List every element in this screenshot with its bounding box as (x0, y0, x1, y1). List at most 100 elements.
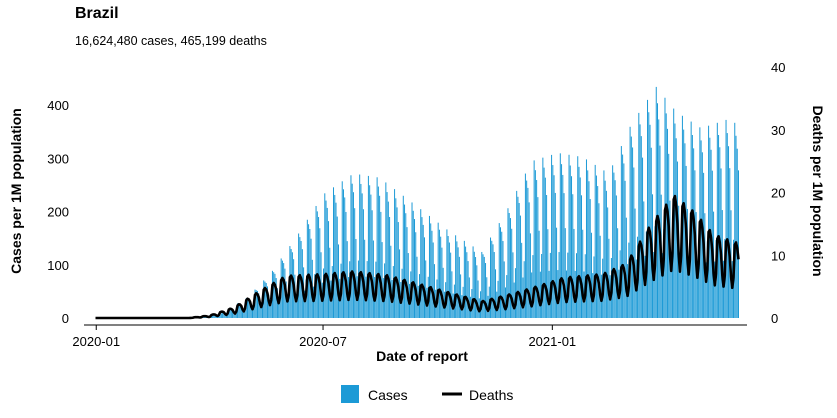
cases-bar (214, 314, 216, 318)
cases-bar (405, 213, 407, 318)
cases-bar (223, 313, 225, 318)
cases-bar (613, 172, 615, 318)
cases-bar (665, 113, 667, 318)
cases-bar (612, 165, 614, 318)
cases-bar (266, 286, 268, 318)
y-right-tick-label: 0 (771, 311, 778, 326)
cases-bar (649, 124, 651, 318)
cases-bar (537, 197, 539, 318)
cases-bar (402, 195, 404, 318)
cases-bar (420, 209, 422, 318)
y-right-tick-label: 30 (771, 123, 785, 138)
cases-bar (534, 170, 536, 318)
cases-bar (568, 154, 570, 318)
cases-bar (324, 193, 326, 318)
cases-bar (404, 204, 406, 318)
cases-bar (242, 308, 244, 318)
cases-bar (493, 252, 495, 318)
cases-bar (657, 103, 658, 318)
cases-bar (456, 241, 458, 318)
cases-bar (679, 258, 681, 318)
cases-bar (698, 241, 700, 318)
cases-bar (450, 252, 452, 318)
cases-bar (235, 312, 237, 318)
x-axis-title: Date of report (376, 348, 468, 364)
x-axis-ticks: 2020-01 2020-07 2021-01 (72, 325, 576, 349)
cases-bar (547, 229, 549, 318)
cases-bar (273, 272, 275, 318)
cases-bar (689, 239, 691, 318)
cases-bar (213, 314, 215, 318)
cases-bar (253, 307, 255, 318)
cases-bar (622, 154, 624, 318)
cases-bar (376, 177, 378, 318)
cases-bar (244, 310, 246, 318)
cases-bar (416, 256, 418, 318)
cases-bar (477, 280, 479, 318)
cases-bar (336, 216, 338, 318)
cases-bar (308, 224, 310, 318)
cases-bar (544, 177, 546, 318)
cases-bar (589, 199, 591, 318)
cases-bar (723, 260, 725, 318)
cases-bar (529, 233, 531, 318)
cases-bar (559, 153, 561, 318)
cases-bar (455, 235, 457, 318)
cases-bar (258, 293, 260, 318)
cases-bar (486, 277, 488, 318)
legend: Cases Deaths (341, 385, 513, 403)
cases-bar (387, 201, 389, 318)
cases-bar (522, 277, 524, 318)
cases-bar (386, 192, 388, 318)
cases-bar (577, 156, 579, 318)
cases-bar (501, 231, 503, 318)
cases-bar (642, 157, 644, 318)
y-axis-left-title: Cases per 1M population (8, 108, 24, 274)
cases-bar (481, 251, 483, 318)
cases-bar (714, 261, 716, 318)
cases-bar (448, 242, 450, 318)
cases-bar (680, 236, 682, 318)
cases-bar (240, 305, 242, 318)
deaths-line (95, 194, 740, 320)
cases-bar (367, 175, 369, 318)
cases-bar (460, 274, 462, 318)
cases-bar (638, 112, 640, 318)
cases-bar (370, 194, 372, 318)
cases-bar (395, 198, 397, 318)
cases-bar (234, 314, 236, 318)
cases-bar (247, 298, 249, 318)
cases-bar (485, 263, 487, 318)
cases-bar (574, 270, 576, 318)
cases-bar (640, 136, 642, 318)
cases-bar (380, 211, 382, 318)
cases-bar (468, 277, 470, 318)
cases-bar (597, 186, 599, 318)
cases-bar (569, 165, 571, 318)
cases-bar (492, 244, 494, 318)
cases-bar (364, 239, 366, 318)
cases-bar (507, 208, 509, 318)
cases-bar (440, 236, 442, 318)
cases-bar (487, 295, 489, 318)
cases-bar (499, 227, 501, 318)
cases-bar (341, 181, 343, 318)
cases-bar (442, 267, 444, 318)
cases-bar (396, 207, 398, 318)
cases-bar (476, 265, 478, 318)
cases-bar (225, 315, 227, 318)
legend-cases-swatch (341, 385, 359, 403)
cases-bar (653, 251, 655, 318)
cases-bar (630, 136, 632, 318)
cases-bar (536, 180, 538, 318)
cases-bar (573, 228, 575, 318)
cases-bar (548, 270, 550, 318)
cases-bar (578, 166, 580, 318)
cases-bar (508, 212, 510, 318)
cases-bar (362, 209, 364, 318)
cases-bar (513, 282, 515, 318)
cases-bar (431, 230, 433, 318)
cases-bar (281, 260, 283, 318)
cases-bar (696, 262, 698, 318)
cases-bar (639, 124, 641, 318)
